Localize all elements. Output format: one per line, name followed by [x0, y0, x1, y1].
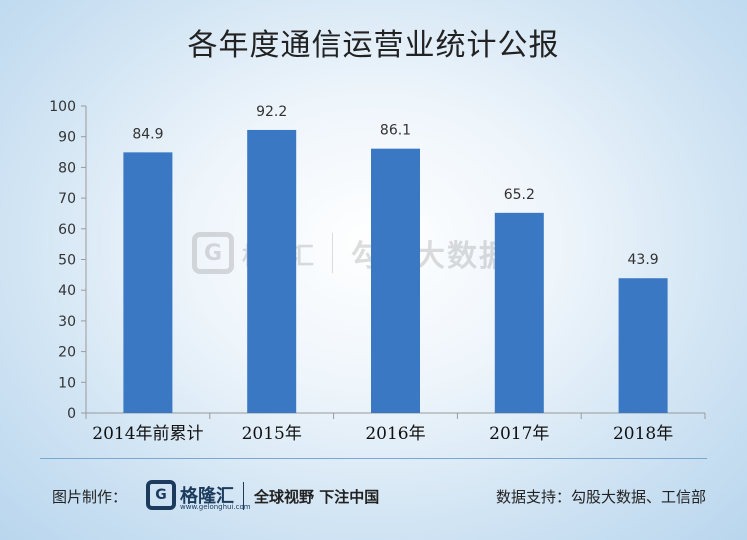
y-tick-label: 50: [58, 253, 76, 269]
gelonghui-logo-icon: G: [146, 480, 176, 510]
footer-brand: 格隆汇: [180, 486, 234, 507]
bar: [618, 278, 668, 413]
bar-value-label: 84.9: [132, 126, 163, 142]
y-tick-label: 60: [58, 222, 76, 238]
y-tick-label: 20: [58, 345, 76, 361]
y-tick-label: 70: [58, 191, 76, 207]
y-tick-label: 90: [58, 130, 76, 146]
x-category-label: 2014年前累计: [92, 424, 203, 444]
bar-value-label: 65.2: [504, 187, 535, 203]
y-tick-label: 100: [49, 99, 76, 115]
footer-divider: [40, 458, 707, 459]
y-tick-label: 40: [58, 283, 76, 299]
y-tick-label: 30: [58, 314, 76, 330]
data-source: 数据支持：勾股大数据、工信部: [496, 488, 707, 506]
footer-slogan: 全球视野 下注中国: [254, 488, 380, 506]
y-tick-label: 0: [67, 406, 76, 422]
watermark-divider: [332, 233, 333, 273]
x-category-label: 2016年: [365, 424, 425, 444]
watermark-logo-icon: G: [192, 232, 234, 274]
x-category-label: 2017年: [489, 424, 549, 444]
y-tick-label: 10: [58, 375, 76, 391]
bar: [494, 212, 544, 413]
bar: [123, 152, 173, 413]
bar: [247, 129, 297, 414]
bar: [371, 148, 420, 413]
x-category-label: 2015年: [242, 424, 302, 444]
chart-title: 各年度通信运营业统计公报: [187, 28, 560, 63]
footer-brand-url: www.gelonghui.com: [180, 503, 251, 511]
footer-separator: [243, 482, 244, 510]
bar-chart: 0 10 20 30 40 50 60 70 80 90 100 84.9 2014年前累计 92.2 20…: [49, 99, 706, 444]
footer: 图片制作： G 格隆汇 www.gelonghui.com 全球视野 下注中国 …: [0, 476, 747, 520]
bar-value-label: 92.2: [256, 104, 287, 120]
made-by-label: 图片制作：: [52, 488, 128, 506]
y-tick-label: 80: [58, 160, 76, 176]
bar-value-label: 43.9: [628, 252, 659, 268]
bar-value-label: 86.1: [380, 123, 411, 139]
x-category-label: 2018年: [613, 424, 673, 444]
